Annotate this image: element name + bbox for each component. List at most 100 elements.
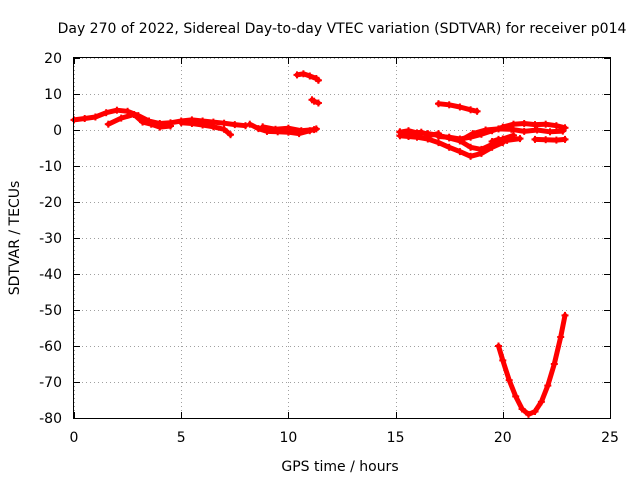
data-point-marker: [296, 71, 298, 79]
data-point-marker: [83, 115, 86, 122]
data-point-marker: [201, 121, 204, 129]
data-point-marker: [274, 125, 277, 133]
series-arc-2: [105, 112, 173, 130]
chart-title: Day 270 of 2022, Sidereal Day-to-day VTE…: [58, 21, 627, 37]
data-point-marker: [458, 148, 461, 156]
data-point-marker: [471, 130, 474, 138]
data-point-marker: [491, 138, 494, 145]
data-point-marker: [512, 131, 515, 139]
data-point-marker: [317, 76, 320, 84]
data-point-marker: [544, 136, 547, 144]
y-tick-label: -60: [39, 339, 62, 355]
axis-ticks: 0 5 10 15 20 25 20 10 0 -10 -20 -30 -40 -50 -60 -70 -80: [39, 51, 619, 446]
data-point-marker: [233, 121, 236, 129]
data-point-marker: [519, 135, 521, 143]
data-point-marker: [313, 126, 316, 134]
data-point-marker: [497, 135, 500, 143]
data-point-marker: [405, 131, 408, 139]
data-point-marker: [561, 127, 564, 135]
x-axis-label: GPS time / hours: [281, 459, 398, 475]
data-point-marker: [158, 123, 161, 131]
data-point-marker: [540, 398, 543, 406]
y-tick-label: -70: [39, 375, 62, 391]
series-arc-16: [496, 312, 568, 417]
data-point-marker: [553, 360, 556, 368]
data-point-marker: [448, 143, 451, 151]
data-point-marker: [501, 356, 504, 364]
data-point-marker: [546, 382, 549, 390]
series-arc-14: [489, 136, 523, 144]
y-tick-label: 20: [44, 51, 62, 67]
data-point-marker: [480, 149, 483, 157]
data-point-marker: [308, 72, 311, 80]
data-point-marker: [148, 117, 150, 125]
data-point-marker: [437, 100, 440, 108]
data-point-marker: [514, 392, 517, 400]
x-tick-label: 0: [70, 430, 79, 446]
data-point-marker: [407, 127, 410, 135]
y-tick-label: 10: [44, 87, 62, 103]
data-point-marker: [510, 125, 513, 133]
data-point-marker: [416, 133, 418, 141]
data-point-marker: [555, 136, 558, 144]
data-point-marker: [212, 118, 215, 126]
data-point-marker: [201, 117, 204, 125]
y-tick-label: -50: [39, 303, 62, 319]
data-point-marker: [512, 120, 515, 128]
y-tick-label: -10: [39, 159, 62, 175]
data-point-marker: [437, 139, 440, 147]
data-point-marker: [411, 129, 414, 137]
data-series: [70, 70, 569, 418]
data-point-marker: [458, 103, 461, 111]
x-tick-label: 15: [387, 430, 405, 446]
data-point-marker: [469, 106, 472, 114]
y-tick-label: -30: [39, 231, 62, 247]
data-point-marker: [523, 127, 526, 135]
data-point-marker: [107, 120, 110, 128]
data-point-marker: [555, 122, 558, 130]
data-point-marker: [105, 109, 108, 117]
data-point-marker: [141, 118, 144, 126]
data-point-marker: [190, 120, 193, 127]
data-point-marker: [534, 121, 536, 129]
data-point-marker: [317, 99, 320, 107]
data-point-marker: [311, 96, 313, 104]
data-point-marker: [133, 111, 135, 118]
data-point-marker: [169, 122, 172, 130]
data-point-marker: [564, 124, 566, 132]
y-tick-label: -20: [39, 195, 62, 211]
data-point-marker: [549, 128, 551, 136]
data-point-marker: [480, 145, 483, 153]
data-point-marker: [420, 128, 423, 136]
data-point-marker: [276, 128, 279, 136]
data-point-marker: [315, 75, 318, 82]
data-point-marker: [158, 120, 161, 127]
data-point-marker: [544, 120, 547, 128]
x-tick-label: 25: [601, 430, 619, 446]
data-point-marker: [426, 135, 429, 143]
data-point-marker: [223, 119, 226, 127]
data-point-marker: [497, 342, 500, 350]
data-point-marker: [564, 311, 566, 319]
data-point-marker: [448, 133, 451, 141]
data-point-marker: [298, 130, 301, 138]
data-point-marker: [523, 120, 526, 127]
data-point-marker: [115, 106, 118, 114]
data-point-marker: [244, 122, 247, 130]
data-point-marker: [534, 408, 536, 415]
data-point-marker: [564, 135, 566, 143]
data-point-marker: [527, 410, 530, 418]
data-point-marker: [469, 143, 472, 151]
data-point-marker: [287, 124, 290, 132]
data-point-marker: [150, 120, 153, 128]
data-point-marker: [521, 405, 524, 413]
x-tick-label: 20: [494, 430, 512, 446]
data-point-marker: [190, 116, 193, 124]
data-point-marker: [559, 333, 562, 341]
data-point-marker: [248, 120, 251, 128]
data-point-marker: [266, 127, 268, 135]
data-point-marker: [212, 123, 215, 131]
data-point-marker: [428, 131, 431, 139]
grid-lines: [74, 58, 611, 419]
y-tick-label: 0: [53, 123, 62, 139]
